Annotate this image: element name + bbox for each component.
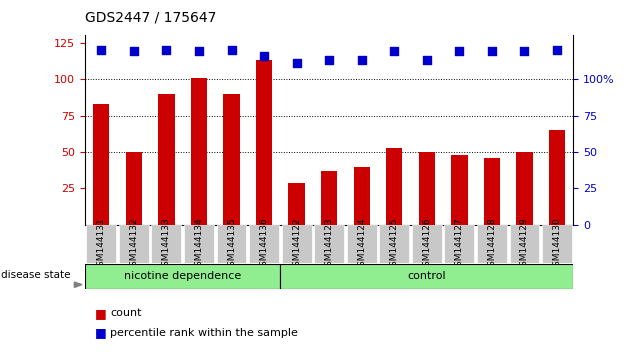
Bar bbox=[510, 225, 539, 263]
Bar bbox=[86, 225, 117, 263]
Bar bbox=[184, 225, 214, 263]
Text: GSM144131: GSM144131 bbox=[97, 217, 106, 272]
Text: GSM144129: GSM144129 bbox=[520, 217, 529, 272]
Text: GSM144127: GSM144127 bbox=[455, 217, 464, 272]
Polygon shape bbox=[74, 282, 82, 287]
Bar bbox=[451, 155, 467, 225]
Point bbox=[422, 57, 432, 63]
Text: ■: ■ bbox=[94, 307, 106, 320]
Bar bbox=[484, 158, 500, 225]
Bar bbox=[419, 152, 435, 225]
Text: GSM144125: GSM144125 bbox=[390, 217, 399, 272]
Point bbox=[96, 47, 106, 53]
Bar bbox=[517, 152, 532, 225]
Point bbox=[194, 48, 204, 54]
Bar bbox=[191, 78, 207, 225]
Bar bbox=[119, 225, 149, 263]
Bar bbox=[158, 94, 175, 225]
Point bbox=[389, 48, 399, 54]
Bar bbox=[549, 130, 565, 225]
Point bbox=[129, 48, 139, 54]
Bar bbox=[353, 166, 370, 225]
Text: GSM144126: GSM144126 bbox=[422, 217, 432, 272]
Text: GSM144122: GSM144122 bbox=[292, 217, 301, 272]
Point bbox=[324, 57, 335, 63]
Text: GDS2447 / 175647: GDS2447 / 175647 bbox=[85, 11, 217, 25]
Bar bbox=[386, 148, 403, 225]
Bar bbox=[249, 225, 279, 263]
Text: ■: ■ bbox=[94, 326, 106, 339]
Bar bbox=[379, 225, 410, 263]
Text: GSM144123: GSM144123 bbox=[324, 217, 334, 272]
Bar bbox=[412, 225, 442, 263]
Bar bbox=[85, 264, 280, 289]
Point bbox=[292, 60, 302, 66]
Text: count: count bbox=[110, 308, 142, 318]
Text: control: control bbox=[408, 271, 446, 281]
Text: GSM144124: GSM144124 bbox=[357, 217, 366, 272]
Point bbox=[552, 47, 562, 53]
Text: GSM144132: GSM144132 bbox=[129, 217, 139, 272]
Bar bbox=[256, 60, 272, 225]
Text: GSM144130: GSM144130 bbox=[553, 217, 561, 272]
Text: GSM144128: GSM144128 bbox=[488, 217, 496, 272]
Bar bbox=[444, 225, 474, 263]
Bar bbox=[151, 225, 181, 263]
Text: GSM144136: GSM144136 bbox=[260, 217, 268, 272]
Bar bbox=[542, 225, 572, 263]
Point bbox=[259, 53, 269, 59]
Text: GSM144134: GSM144134 bbox=[195, 217, 203, 272]
Text: disease state: disease state bbox=[1, 270, 71, 280]
Bar bbox=[346, 225, 377, 263]
Bar bbox=[280, 264, 573, 289]
Bar bbox=[93, 104, 110, 225]
Bar bbox=[126, 152, 142, 225]
Point bbox=[487, 48, 497, 54]
Text: percentile rank within the sample: percentile rank within the sample bbox=[110, 328, 298, 338]
Text: GSM144135: GSM144135 bbox=[227, 217, 236, 272]
Bar bbox=[217, 225, 246, 263]
Text: nicotine dependence: nicotine dependence bbox=[124, 271, 241, 281]
Bar bbox=[282, 225, 312, 263]
Point bbox=[161, 47, 171, 53]
Bar bbox=[289, 183, 305, 225]
Bar bbox=[477, 225, 507, 263]
Point bbox=[357, 57, 367, 63]
Point bbox=[227, 47, 237, 53]
Text: GSM144133: GSM144133 bbox=[162, 217, 171, 272]
Point bbox=[519, 48, 529, 54]
Bar bbox=[314, 225, 344, 263]
Bar bbox=[321, 171, 337, 225]
Point bbox=[454, 48, 464, 54]
Bar bbox=[224, 94, 239, 225]
